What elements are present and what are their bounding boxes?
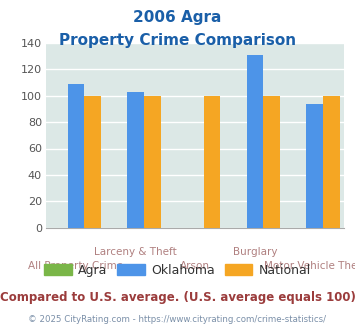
Bar <box>204 96 220 228</box>
Text: Arson: Arson <box>180 261 210 271</box>
Bar <box>127 92 144 228</box>
Bar <box>263 96 280 228</box>
Legend: Agra, Oklahoma, National: Agra, Oklahoma, National <box>39 259 316 282</box>
Text: Larceny & Theft: Larceny & Theft <box>94 247 177 257</box>
Text: © 2025 CityRating.com - https://www.cityrating.com/crime-statistics/: © 2025 CityRating.com - https://www.city… <box>28 315 327 324</box>
Text: All Property Crime: All Property Crime <box>28 261 124 271</box>
Text: Burglary: Burglary <box>233 247 277 257</box>
Text: 2006 Agra: 2006 Agra <box>133 10 222 25</box>
Bar <box>323 96 340 228</box>
Bar <box>246 55 263 228</box>
Text: Motor Vehicle Theft: Motor Vehicle Theft <box>264 261 355 271</box>
Bar <box>306 104 323 228</box>
Text: Property Crime Comparison: Property Crime Comparison <box>59 33 296 48</box>
Bar <box>84 96 101 228</box>
Bar <box>144 96 161 228</box>
Bar <box>67 84 84 228</box>
Text: Compared to U.S. average. (U.S. average equals 100): Compared to U.S. average. (U.S. average … <box>0 291 355 304</box>
